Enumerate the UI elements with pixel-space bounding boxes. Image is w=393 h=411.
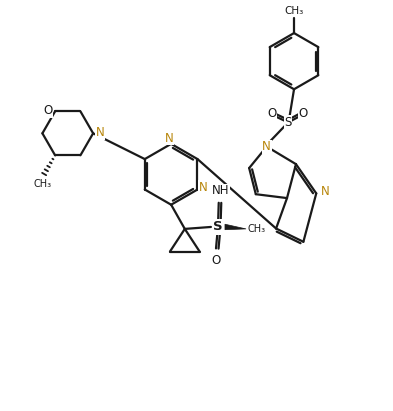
Text: NH: NH [212,184,230,197]
Text: N: N [96,126,105,139]
Text: O: O [267,107,276,120]
Text: O: O [211,254,220,267]
Text: N: N [165,132,174,145]
Text: N: N [199,181,208,194]
Text: CH₃: CH₃ [285,6,304,16]
Text: CH₃: CH₃ [248,224,266,234]
Polygon shape [225,224,246,230]
Text: S: S [285,116,292,129]
Text: CH₃: CH₃ [33,179,51,189]
Text: S: S [213,220,223,233]
Text: O: O [44,104,53,117]
Text: N: N [263,140,271,153]
Text: N: N [320,185,329,198]
Text: O: O [298,107,308,120]
